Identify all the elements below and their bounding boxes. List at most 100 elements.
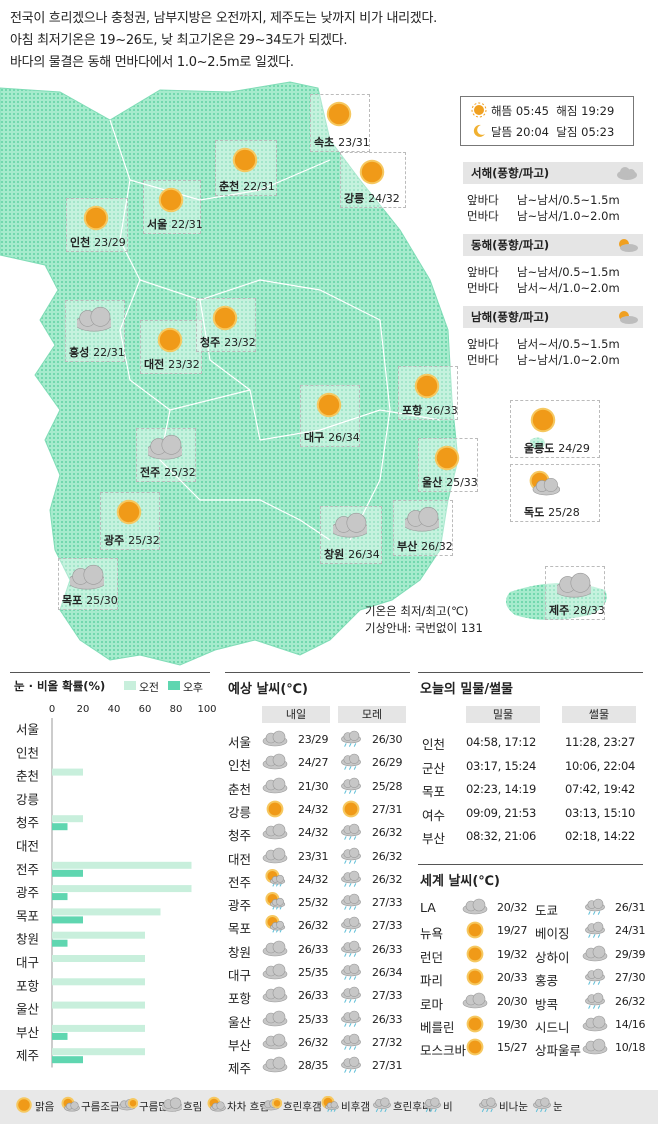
forecast-temp-dayafter: 26/33 [372, 942, 403, 956]
cloud-icon [77, 306, 111, 332]
bar-am [52, 978, 145, 986]
map-city-temp: 24/29 [558, 442, 590, 455]
category-label: 강릉 [16, 792, 39, 807]
map-city-name: 창원 [324, 548, 345, 561]
forecast-temp-dayafter: 26/33 [372, 1012, 403, 1026]
tides-col-flood: 밀물 [466, 706, 540, 723]
forecast-temp-dayafter: 27/33 [372, 919, 403, 933]
map-city-label: 광주 25/32 [104, 532, 160, 548]
cloud-rain-icon [585, 898, 605, 915]
world-temp: 29/39 [615, 947, 646, 961]
map-note: 기온은 최저/최고(℃) 기상안내: 국번없이 131 [365, 603, 483, 637]
sun-cloud-icon [207, 1096, 226, 1112]
map-city-label: 부산 26/32 [397, 538, 453, 554]
map-city-temp: 24/32 [368, 192, 400, 205]
map-city-label: 춘천 22/31 [219, 178, 275, 194]
map-city-name: 인천 [70, 236, 91, 249]
sun-cloud-icon [529, 470, 560, 496]
sun-icon [326, 101, 352, 127]
map-city-label: 전주 25/32 [140, 464, 196, 480]
intro-line-3: 바다의 물결은 동해 먼바다에서 1.0~2.5m로 일겠다. [10, 55, 294, 70]
map-city-label: 서울 22/31 [147, 216, 203, 232]
cloud-sun-icon [262, 1097, 282, 1111]
cloud-rain-icon [341, 940, 361, 957]
precip-chart-title: 눈 · 비올 확률(%) [14, 679, 106, 693]
category-label: 목포 [16, 908, 39, 923]
map-city-name: 강릉 [344, 192, 365, 205]
sea-west-near: 앞바다 남~남서/0.5~1.5m [467, 193, 620, 207]
forecast-temp-tomorrow: 25/33 [298, 1012, 329, 1026]
legend-label: 비 [443, 1101, 453, 1113]
forecast-temp-tomorrow: 24/32 [298, 826, 329, 840]
cloud-icon [262, 823, 288, 840]
legend-am-label: 오전 [139, 681, 159, 694]
x-tick-label: 60 [139, 704, 152, 715]
map-city-temp: 23/32 [224, 336, 256, 349]
sun-icon [466, 921, 484, 939]
legend-pm-label: 오후 [183, 681, 203, 694]
cloud-icon [162, 1097, 182, 1112]
map-city-temp: 25/28 [548, 506, 580, 519]
map-city-temp: 25/32 [128, 534, 160, 547]
bar-am [52, 768, 83, 776]
cloud-icon [262, 1056, 288, 1073]
map-city-name: 광주 [104, 534, 125, 547]
legend-label: 비후갬 [341, 1101, 370, 1113]
map-city-temp: 23/31 [338, 136, 370, 149]
sun-icon [359, 159, 385, 185]
forecast-city: 목포 [228, 921, 252, 937]
world-city: 방콕 [535, 996, 559, 1012]
divider [418, 672, 643, 673]
legend-label: 흐린후비 [393, 1101, 432, 1113]
world-temp: 15/27 [497, 1041, 528, 1055]
map-city-temp: 22/31 [93, 346, 125, 359]
tide-ebb-times: 11:28, 23:27 [565, 735, 635, 749]
cloud-rain-icon [341, 917, 361, 934]
map-city-name: 울릉도 [524, 442, 555, 455]
sun-icon [116, 499, 142, 525]
map-city-label: 인천 23/29 [70, 234, 126, 250]
world-temp: 19/30 [497, 1018, 528, 1031]
sun-rain-icon [265, 892, 286, 910]
map-city-label: 포항 26/33 [402, 402, 458, 418]
cloud-icon [582, 945, 608, 962]
map-city-label: 독도 25/28 [524, 504, 580, 520]
intro-text: 전국이 흐리겠으나 충청권, 남부지방은 오전까지, 제주도는 낮까지 비가 내… [10, 8, 437, 74]
cloud-icon [262, 753, 288, 770]
world-temp: 10/18 [615, 1041, 646, 1055]
cloud-rain-icon [423, 1097, 441, 1113]
x-tick-label: 80 [170, 704, 183, 715]
sun-icon [466, 1015, 484, 1033]
map-city-name: 속초 [314, 136, 335, 149]
sun-icon [434, 445, 460, 471]
bar-am [52, 1001, 145, 1009]
forecast-city: 인천 [228, 758, 252, 774]
forecast-temp-dayafter: 26/29 [372, 756, 403, 770]
map-city-name: 제주 [549, 604, 570, 617]
map-city-name: 전주 [140, 466, 161, 479]
legend-label: 비나눈 [499, 1101, 528, 1113]
forecast-temp-dayafter: 25/28 [372, 779, 403, 793]
forecast-temp-dayafter: 26/32 [372, 826, 403, 840]
cloud-icon [262, 1033, 288, 1050]
cloud-rain-icon [479, 1097, 497, 1113]
cloud-icon [262, 847, 288, 863]
sun-icon [466, 1038, 484, 1056]
cloud-rain-icon [585, 922, 605, 939]
bar-pm [52, 869, 83, 877]
forecast-temp-dayafter: 26/34 [372, 966, 403, 979]
sun-cloud-icon [61, 1096, 80, 1112]
sea-east-title: 동해(풍향/파고) [463, 234, 643, 256]
bar-am [52, 1048, 145, 1056]
cloud-icon [557, 572, 591, 598]
forecast-temp-tomorrow: 26/33 [298, 942, 329, 956]
cloud-rain-icon [341, 986, 361, 1004]
forecast-col-tomorrow: 내일 [262, 706, 330, 723]
map-city-label: 강릉 24/32 [344, 190, 400, 206]
forecast-temp-tomorrow: 26/33 [298, 989, 329, 1003]
map-city-temp: 26/34 [348, 548, 380, 561]
cloud-rain-icon [341, 870, 361, 887]
map-city-name: 춘천 [219, 180, 240, 193]
cloud-icon [582, 1015, 608, 1032]
cloud-rain-icon [341, 777, 361, 794]
